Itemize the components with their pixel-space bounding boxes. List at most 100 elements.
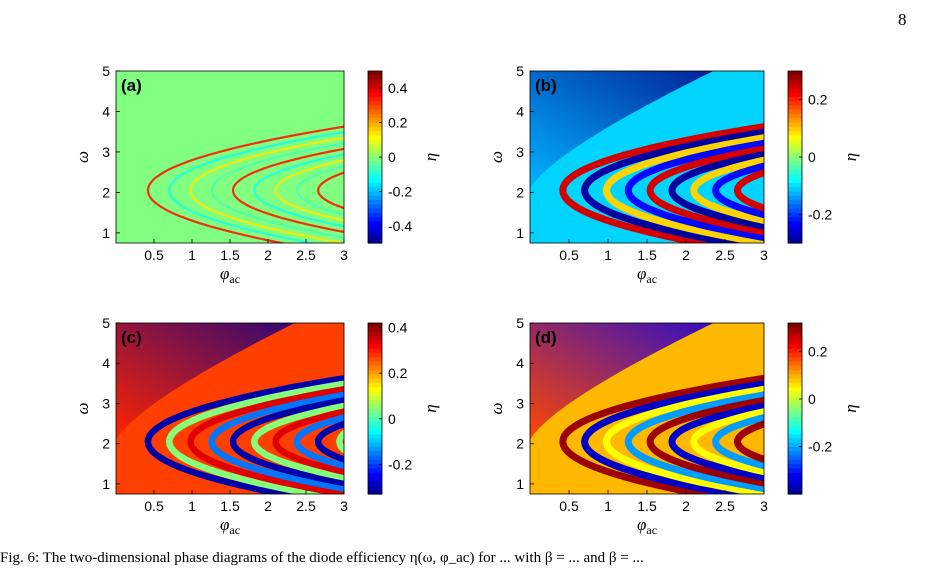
- colorbar-segment: [788, 178, 802, 184]
- y-tick-label: 3: [516, 144, 524, 160]
- x-tick-label: 2.5: [715, 247, 735, 263]
- colorbar-segment: [368, 144, 382, 149]
- colorbar-tick-label: 0.2: [388, 365, 408, 381]
- colorbar-tick-label: -0.2: [388, 456, 412, 472]
- x-tick-label: 1: [188, 247, 196, 263]
- colorbar-segment: [788, 446, 802, 452]
- x-tick-label: 0.5: [144, 247, 164, 263]
- colorbar-segment: [368, 489, 382, 495]
- y-axis-label: ω: [487, 151, 506, 163]
- x-tick-label: 1: [604, 247, 612, 263]
- colorbar-segment: [788, 88, 802, 94]
- colorbar-segment: [368, 442, 382, 448]
- colorbar-segment: [788, 370, 802, 375]
- colorbar-segment: [368, 174, 382, 180]
- colorbar-segment: [788, 357, 802, 363]
- colorbar-segment: [368, 204, 382, 210]
- colorbar-label: η: [841, 153, 860, 161]
- y-tick-label: 4: [102, 103, 110, 119]
- x-tick-label: 2.5: [296, 498, 316, 514]
- heatmap-band: [229, 397, 344, 487]
- colorbar-segment: [368, 114, 382, 119]
- heatmap-band: [274, 159, 344, 222]
- heatmap-band: [314, 420, 344, 463]
- colorbar-segment: [368, 118, 382, 124]
- colorbar-segment: [788, 135, 802, 141]
- colorbar-segment: [788, 238, 802, 244]
- colorbar-tick-label: -0.2: [388, 183, 412, 199]
- colorbar-segment: [368, 191, 382, 197]
- heatmap-band: [165, 380, 344, 494]
- heatmap-region: [530, 323, 764, 440]
- colorbar-tick-label: 0.4: [388, 80, 408, 96]
- colorbar-segment: [368, 344, 382, 350]
- colorbar-segment: [788, 96, 802, 102]
- colorbar-segment: [368, 348, 382, 354]
- colorbar-segment: [368, 195, 382, 201]
- colorbar-segment: [368, 178, 382, 184]
- y-tick-label: 3: [102, 395, 110, 411]
- colorbar-segment: [788, 182, 802, 188]
- colorbar-segment: [788, 387, 802, 392]
- colorbar-segment: [788, 485, 802, 491]
- heatmap-band: [733, 420, 764, 463]
- colorbar-segment: [788, 212, 802, 218]
- colorbar-segment: [788, 472, 802, 478]
- colorbar-segment: [788, 331, 802, 337]
- colorbar-segment: [368, 323, 382, 328]
- colorbar-segment: [788, 230, 802, 235]
- colorbar-tick-label: -0.2: [808, 439, 832, 455]
- colorbar-segment: [368, 225, 382, 231]
- colorbar-segment: [368, 230, 382, 235]
- page-number: 8: [898, 10, 907, 29]
- colorbar-segment: [368, 131, 382, 137]
- heatmap-band: [602, 385, 764, 494]
- colorbar-segment: [788, 408, 802, 414]
- colorbar-segment: [788, 459, 802, 465]
- colorbar-segment: [788, 204, 802, 210]
- colorbar-segment: [788, 200, 802, 205]
- heatmap-band: [317, 171, 344, 210]
- y-tick-label: 1: [102, 476, 110, 492]
- colorbar-tick-label: 0: [808, 391, 816, 407]
- y-tick-label: 4: [102, 355, 110, 371]
- colorbar-segment: [788, 174, 802, 180]
- figure: 0.5 1 1.5 2 2.5 3 1 2 3 4 5 φac ω (a) 0.4 0.2 0 -0.2 -0.4 η…: [73, 63, 860, 537]
- heatmap-band: [189, 136, 344, 243]
- colorbar-segment: [368, 139, 382, 145]
- heatmap-panel-d: 0.5 1 1.5 2 2.5 3 1 2 3 4 5 φac ω (d) 0.2 0 -0.2 η: [487, 315, 860, 537]
- y-tick-label: 5: [516, 315, 524, 331]
- y-tick-label: 5: [516, 63, 524, 79]
- heatmap-panel-b: 0.5 1 1.5 2 2.5 3 1 2 3 4 5 φac ω (b) 0.2 0 -0.2 η: [487, 63, 860, 286]
- y-axis-label: ω: [73, 402, 92, 414]
- heatmap-band: [559, 374, 764, 494]
- colorbar-segment: [788, 161, 802, 167]
- colorbar-segment: [788, 489, 802, 495]
- colorbar-segment: [788, 340, 802, 345]
- colorbar-segment: [788, 83, 802, 89]
- colorbar-segment: [788, 79, 802, 85]
- heatmap-band: [253, 153, 344, 228]
- y-tick-label: 2: [102, 436, 110, 452]
- colorbar-tick-label: -0.2: [808, 206, 832, 222]
- colorbar-segment: [368, 459, 382, 465]
- colorbar-segment: [368, 169, 382, 175]
- x-tick-label: 1.5: [637, 498, 657, 514]
- panel-label: (b): [535, 76, 557, 95]
- colorbar-segment: [788, 114, 802, 119]
- colorbar-segment: [368, 165, 382, 171]
- colorbar-segment: [788, 395, 802, 401]
- x-tick-label: 1: [604, 498, 612, 514]
- x-axis-label: φac: [637, 264, 657, 286]
- y-tick-label: 4: [516, 103, 524, 119]
- heatmap-band: [668, 402, 764, 481]
- colorbar-tick-label: -0.4: [388, 218, 412, 234]
- heatmap-band: [624, 139, 764, 242]
- colorbar-tick-label: 0: [808, 149, 816, 165]
- heatmap-band: [733, 168, 764, 212]
- colorbar-tick-label: 0.2: [808, 344, 828, 360]
- heatmap-band: [187, 385, 344, 494]
- y-tick-label: 3: [516, 395, 524, 411]
- colorbar-segment: [368, 485, 382, 491]
- colorbar-segment: [368, 208, 382, 214]
